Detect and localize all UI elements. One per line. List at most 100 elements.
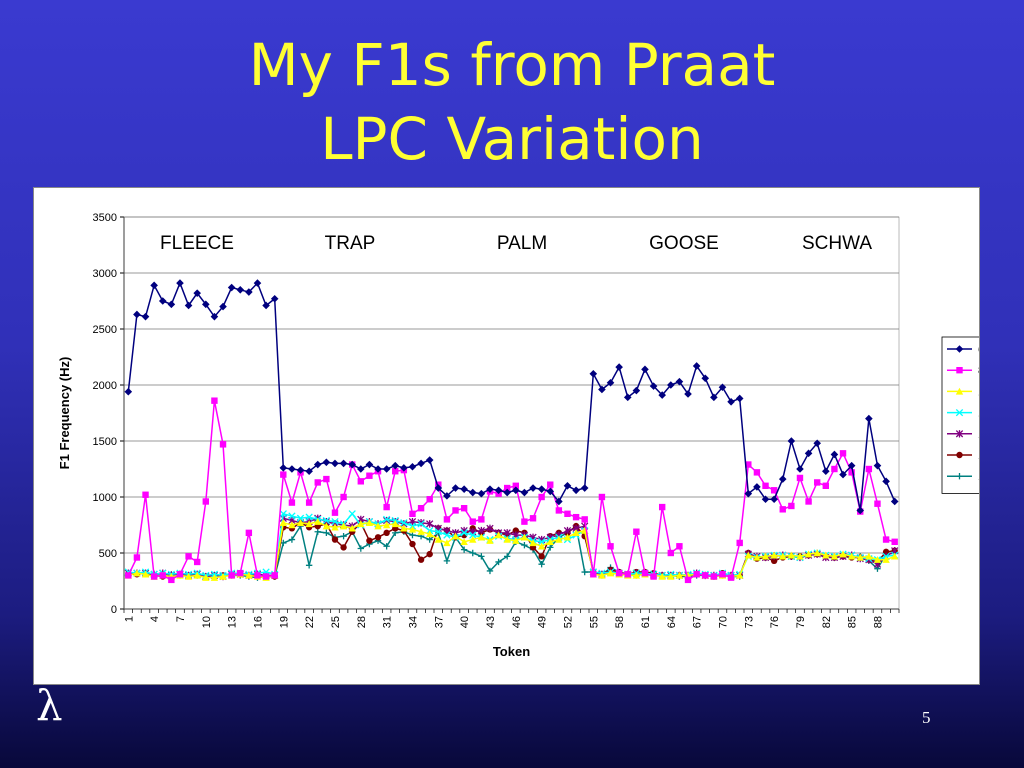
- data-point: [856, 553, 864, 561]
- legend-item: 12: [947, 408, 979, 420]
- x-tick-label: 4: [149, 616, 161, 622]
- data-point: [865, 414, 873, 423]
- data-point: [202, 573, 210, 581]
- data-point: [805, 498, 812, 505]
- data-point: [598, 385, 606, 394]
- data-point: [460, 485, 468, 493]
- data-point: [158, 297, 167, 305]
- data-point: [211, 397, 218, 404]
- data-point: [503, 484, 511, 492]
- data-point: [955, 387, 964, 395]
- data-point: [658, 572, 666, 580]
- x-tick-label: 88: [872, 616, 884, 628]
- x-tick-label: 61: [640, 616, 652, 628]
- data-point: [813, 439, 821, 448]
- legend: 6 8 10 12 14 16 18: [941, 336, 979, 494]
- data-point: [839, 450, 847, 457]
- data-point: [314, 479, 321, 486]
- data-point: [804, 449, 813, 458]
- data-point: [813, 479, 821, 486]
- data-point: [443, 531, 451, 539]
- data-point: [804, 550, 813, 558]
- data-point: [357, 465, 365, 473]
- data-point: [813, 549, 821, 557]
- data-point: [727, 398, 735, 406]
- y-tick-label: 1500: [93, 436, 117, 448]
- x-tick-label: 19: [278, 616, 290, 628]
- legend-item: 6: [947, 344, 979, 356]
- data-point: [598, 571, 606, 579]
- data-point: [495, 558, 502, 566]
- data-point: [245, 529, 253, 537]
- data-point: [684, 390, 692, 398]
- y-tick-label: 500: [99, 548, 117, 560]
- data-point: [615, 569, 623, 577]
- data-point: [770, 487, 778, 494]
- data-point: [503, 529, 511, 537]
- data-point: [391, 461, 400, 470]
- data-point: [477, 526, 486, 535]
- legend-item: 14: [947, 429, 979, 441]
- legend-label: 10: [978, 386, 979, 398]
- data-point: [882, 477, 890, 486]
- data-point: [779, 552, 787, 560]
- data-point: [331, 536, 339, 543]
- data-point: [408, 462, 417, 471]
- data-point: [409, 531, 416, 539]
- data-point: [366, 472, 373, 479]
- x-tick-label: 37: [433, 616, 445, 628]
- data-point: [735, 571, 744, 579]
- slide-title-line-1: My F1s from Praat: [248, 31, 776, 99]
- data-point: [443, 557, 451, 565]
- data-point: [847, 552, 856, 560]
- y-tick-label: 0: [111, 604, 117, 616]
- data-point: [787, 437, 796, 445]
- legend-label: 14: [978, 429, 979, 441]
- data-point: [520, 488, 529, 497]
- data-point: [425, 530, 434, 538]
- data-point: [305, 513, 313, 521]
- data-point: [417, 459, 425, 468]
- data-point: [193, 571, 201, 579]
- data-point: [623, 393, 632, 402]
- data-point: [460, 546, 468, 553]
- data-point: [357, 478, 365, 485]
- slide-title: My F1s from Praat LPC Variation: [0, 28, 1024, 176]
- data-point: [451, 484, 460, 492]
- data-point: [848, 469, 855, 476]
- data-point: [761, 495, 770, 504]
- data-point: [822, 482, 830, 489]
- data-point: [469, 549, 476, 557]
- data-point: [331, 517, 339, 526]
- data-point: [486, 524, 494, 533]
- data-point: [417, 505, 425, 512]
- data-point: [469, 535, 477, 543]
- data-point: [512, 482, 520, 489]
- data-point: [753, 469, 761, 476]
- data-point: [788, 502, 795, 510]
- data-point: [658, 391, 666, 399]
- data-point: [202, 300, 210, 309]
- data-point: [434, 535, 443, 543]
- data-point: [323, 529, 330, 537]
- x-tick-label: 52: [562, 616, 574, 628]
- data-point: [822, 551, 830, 559]
- data-point: [322, 516, 331, 525]
- data-point: [382, 465, 391, 473]
- data-point: [547, 544, 554, 551]
- lambda-logo: λ: [36, 681, 63, 730]
- data-point: [365, 460, 374, 469]
- data-point: [227, 283, 236, 292]
- data-point: [955, 408, 964, 417]
- x-tick-label: 40: [459, 616, 471, 628]
- data-point: [392, 468, 399, 475]
- data-point: [434, 528, 442, 536]
- data-point: [236, 286, 245, 294]
- data-point: [641, 365, 649, 374]
- y-tick-label: 1000: [93, 492, 117, 504]
- data-point: [606, 378, 615, 387]
- data-point: [624, 571, 631, 578]
- data-point: [538, 553, 545, 560]
- data-point: [538, 561, 545, 568]
- region-label: FLEECE: [160, 233, 234, 254]
